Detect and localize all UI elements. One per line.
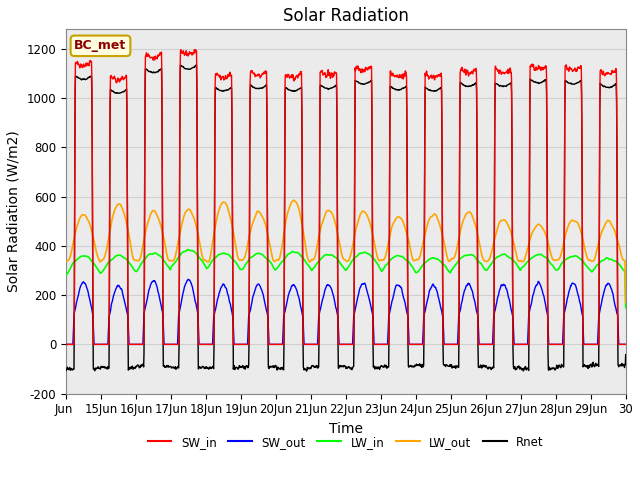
Legend: SW_in, SW_out, LW_in, LW_out, Rnet: SW_in, SW_out, LW_in, LW_out, Rnet	[143, 431, 548, 453]
X-axis label: Time: Time	[329, 422, 363, 436]
Title: Solar Radiation: Solar Radiation	[283, 7, 409, 25]
Y-axis label: Solar Radiation (W/m2): Solar Radiation (W/m2)	[7, 131, 21, 292]
Text: BC_met: BC_met	[74, 39, 127, 52]
